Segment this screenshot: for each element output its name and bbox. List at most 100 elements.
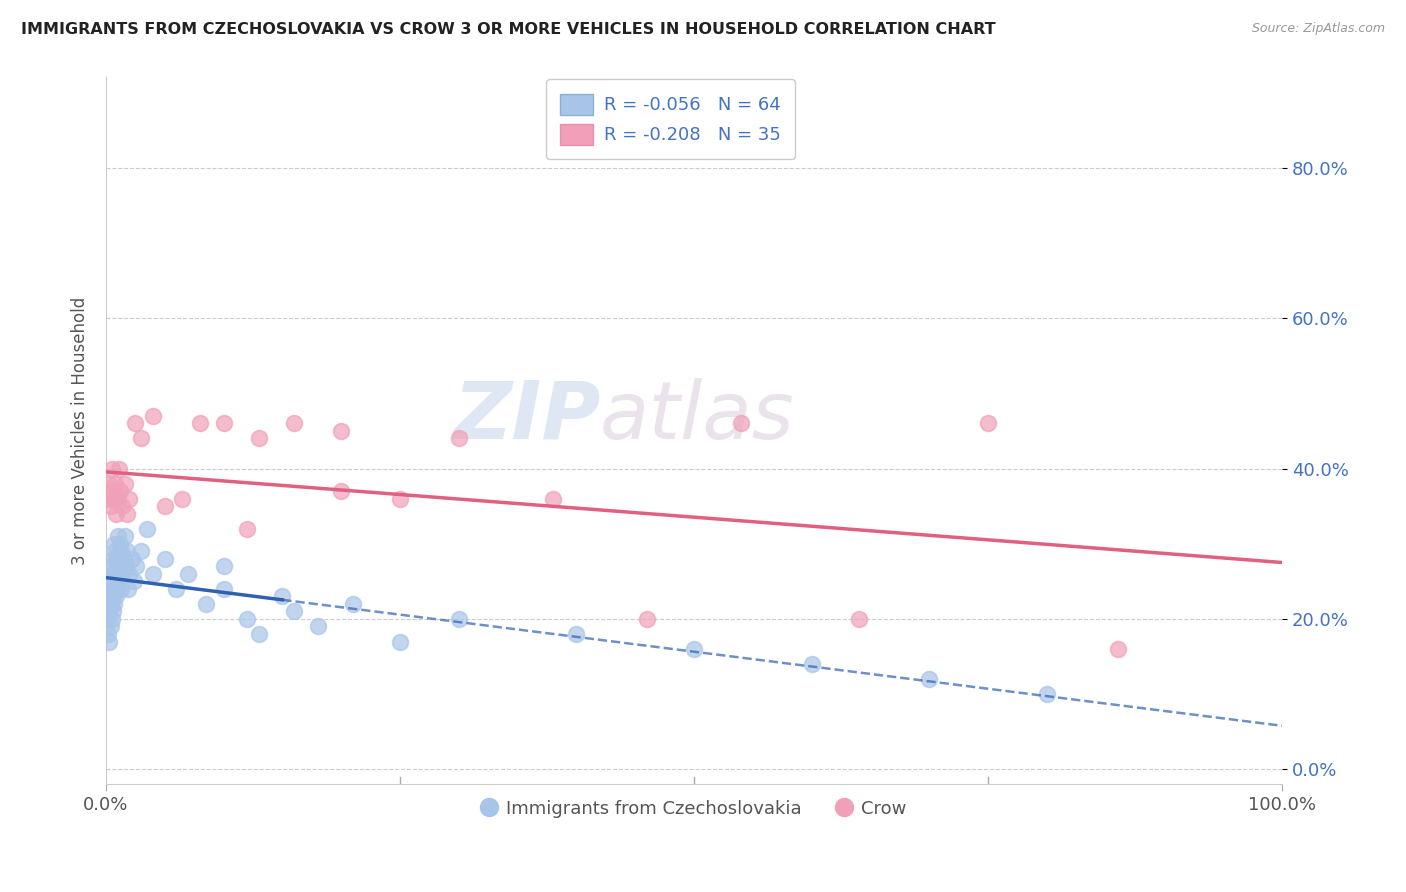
Point bbox=[122, 574, 145, 589]
Point bbox=[100, 619, 122, 633]
Point bbox=[110, 582, 132, 596]
Point bbox=[111, 566, 134, 581]
Point bbox=[112, 551, 135, 566]
Point bbox=[105, 507, 128, 521]
Point bbox=[800, 657, 823, 671]
Point bbox=[104, 544, 127, 558]
Point bbox=[388, 634, 411, 648]
Point bbox=[166, 582, 188, 596]
Point bbox=[103, 574, 125, 589]
Point bbox=[636, 612, 658, 626]
Point bbox=[918, 672, 941, 686]
Point bbox=[307, 619, 329, 633]
Point bbox=[107, 559, 129, 574]
Point bbox=[98, 574, 121, 589]
Point bbox=[271, 590, 294, 604]
Point bbox=[114, 476, 136, 491]
Point bbox=[153, 499, 176, 513]
Point bbox=[212, 417, 235, 431]
Point bbox=[101, 582, 124, 596]
Point bbox=[1036, 687, 1059, 701]
Point bbox=[110, 544, 132, 558]
Point bbox=[247, 432, 270, 446]
Point bbox=[105, 590, 128, 604]
Point bbox=[108, 484, 131, 499]
Point bbox=[100, 582, 122, 596]
Point bbox=[114, 529, 136, 543]
Point bbox=[108, 537, 131, 551]
Point bbox=[1107, 642, 1129, 657]
Point bbox=[388, 491, 411, 506]
Point bbox=[100, 597, 122, 611]
Point bbox=[177, 566, 200, 581]
Point bbox=[111, 499, 134, 513]
Point bbox=[101, 566, 124, 581]
Point bbox=[108, 461, 131, 475]
Point bbox=[142, 566, 165, 581]
Point bbox=[236, 612, 259, 626]
Point bbox=[188, 417, 211, 431]
Point bbox=[136, 522, 159, 536]
Point bbox=[129, 544, 152, 558]
Point bbox=[97, 627, 120, 641]
Point bbox=[115, 559, 138, 574]
Point bbox=[98, 476, 121, 491]
Point bbox=[247, 627, 270, 641]
Point bbox=[541, 491, 564, 506]
Point bbox=[107, 529, 129, 543]
Point bbox=[236, 522, 259, 536]
Point bbox=[98, 634, 121, 648]
Point bbox=[101, 461, 124, 475]
Point bbox=[103, 597, 125, 611]
Point bbox=[101, 484, 124, 499]
Text: IMMIGRANTS FROM CZECHOSLOVAKIA VS CROW 3 OR MORE VEHICLES IN HOUSEHOLD CORRELATI: IMMIGRANTS FROM CZECHOSLOVAKIA VS CROW 3… bbox=[21, 22, 995, 37]
Point bbox=[108, 551, 131, 566]
Point bbox=[105, 551, 128, 566]
Point bbox=[124, 417, 146, 431]
Point bbox=[129, 432, 152, 446]
Point bbox=[115, 544, 138, 558]
Point bbox=[683, 642, 706, 657]
Point bbox=[117, 582, 139, 596]
Point bbox=[101, 559, 124, 574]
Text: Source: ZipAtlas.com: Source: ZipAtlas.com bbox=[1251, 22, 1385, 36]
Point bbox=[98, 604, 121, 618]
Point bbox=[101, 590, 124, 604]
Point bbox=[107, 491, 129, 506]
Text: ZIP: ZIP bbox=[453, 378, 600, 456]
Point bbox=[142, 409, 165, 423]
Point bbox=[153, 551, 176, 566]
Point bbox=[330, 484, 353, 499]
Point bbox=[848, 612, 870, 626]
Point bbox=[101, 612, 124, 626]
Point bbox=[330, 424, 353, 438]
Point bbox=[108, 574, 131, 589]
Point bbox=[447, 612, 470, 626]
Point bbox=[107, 582, 129, 596]
Point bbox=[96, 612, 118, 626]
Text: atlas: atlas bbox=[600, 378, 794, 456]
Point bbox=[101, 551, 124, 566]
Point bbox=[977, 417, 1000, 431]
Point bbox=[730, 417, 752, 431]
Point bbox=[104, 476, 127, 491]
Point bbox=[342, 597, 364, 611]
Point bbox=[118, 566, 141, 581]
Point bbox=[104, 566, 127, 581]
Point bbox=[100, 499, 122, 513]
Point bbox=[103, 491, 125, 506]
Point bbox=[172, 491, 194, 506]
Legend: Immigrants from Czechoslovakia, Crow: Immigrants from Czechoslovakia, Crow bbox=[475, 792, 914, 825]
Point bbox=[283, 604, 305, 618]
Point bbox=[118, 491, 141, 506]
Point bbox=[194, 597, 217, 611]
Point bbox=[97, 597, 120, 611]
Point bbox=[108, 559, 131, 574]
Point bbox=[121, 551, 143, 566]
Point bbox=[101, 604, 124, 618]
Point bbox=[212, 559, 235, 574]
Point bbox=[283, 417, 305, 431]
Y-axis label: 3 or more Vehicles in Household: 3 or more Vehicles in Household bbox=[72, 297, 89, 565]
Point bbox=[212, 582, 235, 596]
Point bbox=[447, 432, 470, 446]
